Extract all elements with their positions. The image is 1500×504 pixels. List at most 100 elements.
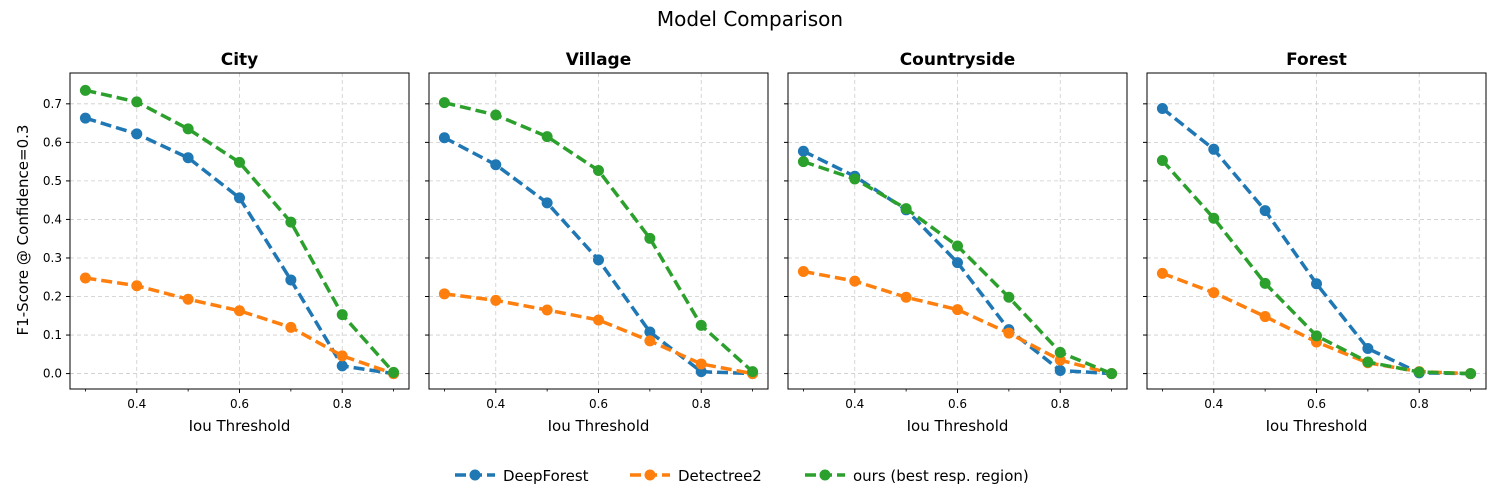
data-point-ours-best-resp-region xyxy=(438,97,450,109)
y-tick-label: 0.0 xyxy=(43,367,62,381)
subplot-countryside: 0.4 0.6 0.8 Countryside Iou Threshold xyxy=(784,50,1128,435)
subplot-title: Countryside xyxy=(900,50,1016,70)
data-point-ours-best-resp-region xyxy=(79,84,91,96)
data-point-deepforest xyxy=(952,257,963,269)
x-axis-label: Iou Threshold xyxy=(189,417,291,435)
y-tick-label: 0.5 xyxy=(43,174,62,188)
data-point-detectree2 xyxy=(695,358,707,370)
data-point-detectree2 xyxy=(541,304,553,316)
data-point-deepforest xyxy=(182,152,194,164)
data-point-ours-best-resp-region xyxy=(593,164,604,176)
subplots: 0.4 0.6 0.8 0.0 0.1 0.2 0.3 0.4 0.5 0.6 0.7 City Iou… xyxy=(43,50,1487,435)
legend-label: Detectree2 xyxy=(678,467,762,485)
subplot-title: City xyxy=(221,50,259,70)
x-tick-label: 0.4 xyxy=(1204,397,1223,411)
x-tick-label: 0.4 xyxy=(127,397,146,411)
data-point-ours-best-resp-region xyxy=(695,319,707,331)
data-point-deepforest xyxy=(1259,205,1271,217)
data-point-ours-best-resp-region xyxy=(490,109,502,121)
data-point-detectree2 xyxy=(336,350,348,362)
data-point-deepforest xyxy=(593,254,604,266)
data-point-detectree2 xyxy=(285,321,297,333)
legend-label: ours (best resp. region) xyxy=(853,467,1029,485)
subplot-village: 0.4 0.6 0.8 Village Iou Threshold xyxy=(425,50,769,435)
data-point-detectree2 xyxy=(900,291,912,303)
data-point-deepforest xyxy=(285,274,297,286)
data-point-deepforest xyxy=(541,197,553,209)
x-tick-label: 0.4 xyxy=(486,397,505,411)
data-point-ours-best-resp-region xyxy=(1156,154,1168,166)
data-point-ours-best-resp-region xyxy=(1465,368,1477,380)
data-point-deepforest xyxy=(1311,278,1322,290)
data-point-ours-best-resp-region xyxy=(644,232,656,244)
data-point-ours-best-resp-region xyxy=(747,366,759,378)
data-point-deepforest xyxy=(797,145,809,157)
data-point-ours-best-resp-region xyxy=(541,131,553,143)
data-point-ours-best-resp-region xyxy=(131,96,143,108)
x-tick-label: 0.8 xyxy=(1410,397,1429,411)
data-point-ours-best-resp-region xyxy=(849,173,861,185)
x-tick-label: 0.8 xyxy=(1051,397,1070,411)
data-point-ours-best-resp-region xyxy=(1208,212,1220,224)
y-tick-label: 0.1 xyxy=(43,328,62,342)
data-point-detectree2 xyxy=(952,304,963,316)
legend: DeepForest Detectree2 ours (best resp. reg… xyxy=(455,467,1029,485)
data-point-ours-best-resp-region xyxy=(182,123,194,135)
data-point-ours-best-resp-region xyxy=(1106,368,1118,380)
legend-marker xyxy=(469,469,481,481)
data-point-detectree2 xyxy=(1259,311,1271,323)
data-point-detectree2 xyxy=(79,272,91,284)
data-point-ours-best-resp-region xyxy=(234,156,245,168)
data-point-deepforest xyxy=(1362,343,1374,355)
legend-marker xyxy=(819,469,831,481)
subplot-forest: 0.4 0.6 0.8 Forest Iou Threshold xyxy=(1143,50,1487,435)
subplot-title: Village xyxy=(566,50,632,70)
data-point-deepforest xyxy=(490,159,502,171)
data-point-ours-best-resp-region xyxy=(388,366,400,378)
figure-title: Model Comparison xyxy=(657,7,843,31)
data-point-ours-best-resp-region xyxy=(952,240,963,252)
data-point-deepforest xyxy=(438,132,450,144)
y-tick-label: 0.7 xyxy=(43,97,62,111)
data-point-deepforest xyxy=(234,192,245,204)
x-tick-label: 0.4 xyxy=(845,397,864,411)
data-point-deepforest xyxy=(644,326,656,338)
data-point-ours-best-resp-region xyxy=(1413,366,1425,378)
data-point-detectree2 xyxy=(1156,267,1168,279)
x-axis-label: Iou Threshold xyxy=(907,417,1009,435)
x-axis-label: Iou Threshold xyxy=(548,417,650,435)
data-point-detectree2 xyxy=(490,294,502,306)
x-tick-label: 0.8 xyxy=(333,397,352,411)
x-tick-label: 0.6 xyxy=(948,397,967,411)
legend-entry-ours-best-resp-region: ours (best resp. region) xyxy=(805,467,1029,485)
data-point-detectree2 xyxy=(131,280,143,292)
data-point-deepforest xyxy=(695,366,707,378)
data-point-ours-best-resp-region xyxy=(1362,356,1374,368)
y-tick-label: 0.4 xyxy=(43,212,62,226)
data-point-ours-best-resp-region xyxy=(1054,346,1066,358)
data-point-ours-best-resp-region xyxy=(1311,330,1322,342)
data-point-ours-best-resp-region xyxy=(1003,291,1015,303)
data-point-detectree2 xyxy=(593,314,604,326)
data-point-detectree2 xyxy=(1003,327,1015,339)
data-point-detectree2 xyxy=(1208,287,1220,299)
data-point-ours-best-resp-region xyxy=(797,156,809,168)
data-point-deepforest xyxy=(1054,365,1066,377)
subplot-title: Forest xyxy=(1286,50,1347,70)
legend-label: DeepForest xyxy=(503,467,589,485)
data-point-detectree2 xyxy=(182,293,194,305)
data-point-detectree2 xyxy=(438,288,450,300)
data-point-detectree2 xyxy=(1054,354,1066,366)
data-point-deepforest xyxy=(336,360,348,372)
x-tick-label: 0.6 xyxy=(589,397,608,411)
data-point-deepforest xyxy=(1156,102,1168,114)
data-point-ours-best-resp-region xyxy=(285,216,297,228)
y-axis-label: F1-Score @ Confidence=0.3 xyxy=(14,125,32,336)
legend-marker xyxy=(644,469,656,481)
legend-entry-detectree2: Detectree2 xyxy=(630,467,762,485)
y-tick-label: 0.6 xyxy=(43,135,62,149)
x-tick-label: 0.6 xyxy=(1307,397,1326,411)
data-point-deepforest xyxy=(1208,143,1220,155)
x-tick-label: 0.8 xyxy=(692,397,711,411)
